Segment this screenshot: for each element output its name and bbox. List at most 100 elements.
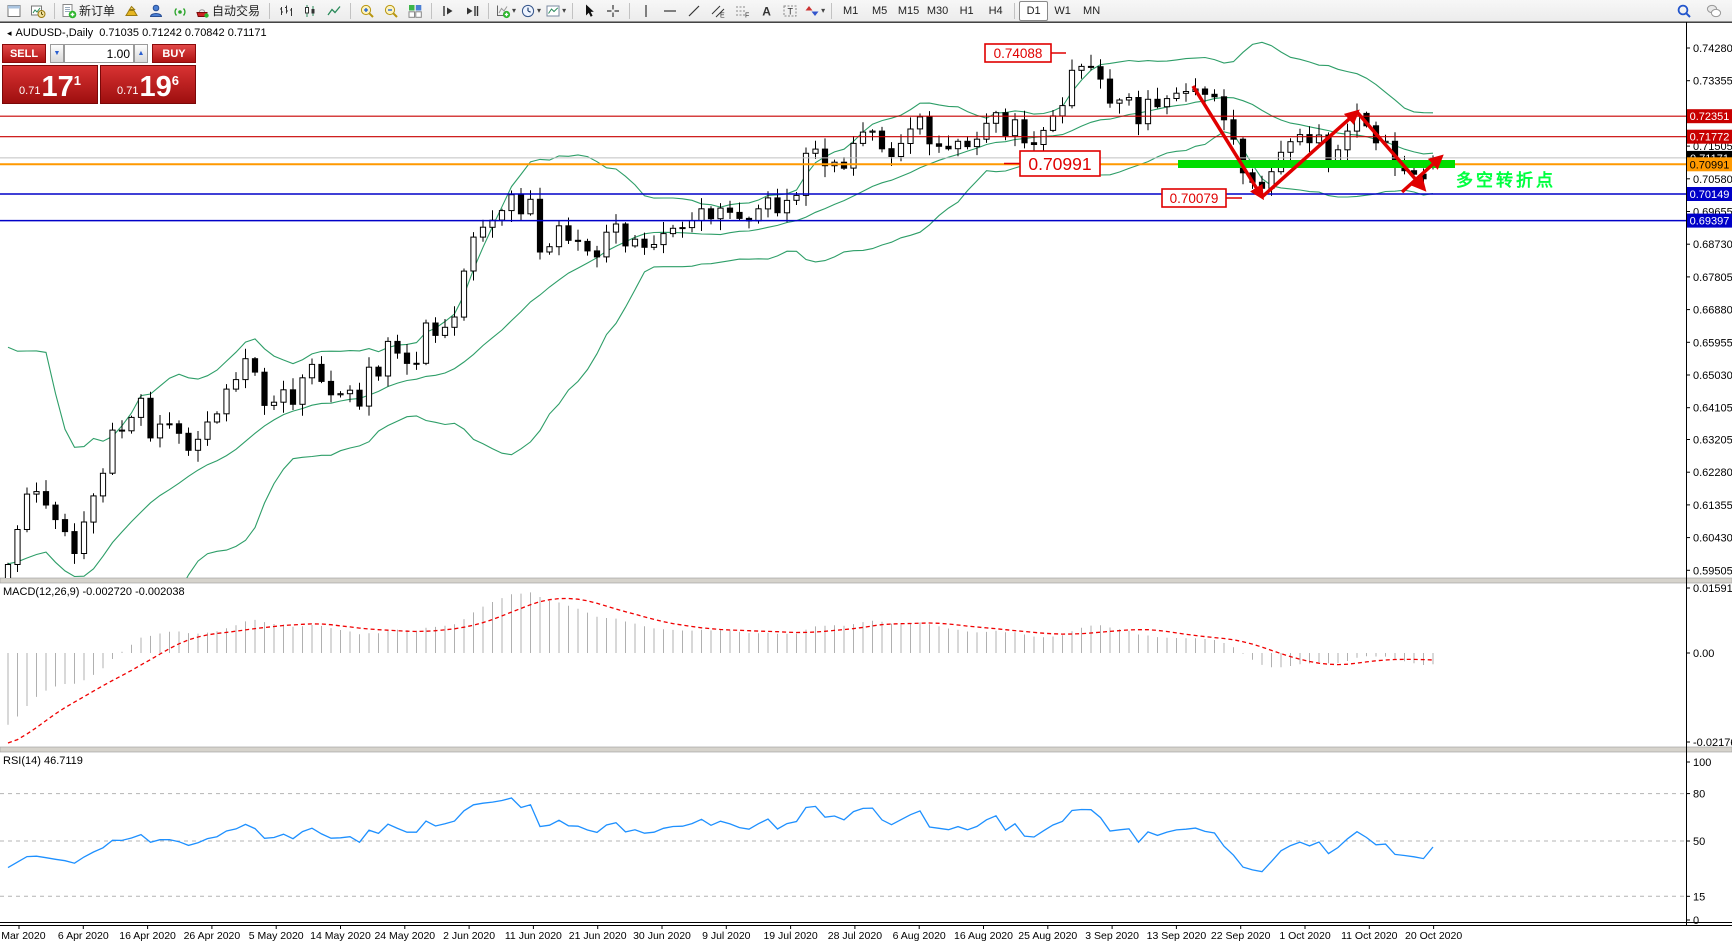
fibonacci-tool-button[interactable]: F <box>730 0 754 22</box>
buy-price-small: 0.71 <box>117 85 139 97</box>
equidistant-channel-tool-button[interactable]: E <box>706 0 730 22</box>
toolbar-separator <box>488 2 490 19</box>
new-order-button[interactable]: 新订单 <box>59 0 120 22</box>
svg-text:19 Jul 2020: 19 Jul 2020 <box>763 930 817 942</box>
trend-icon <box>688 5 700 16</box>
svg-text:0.71772: 0.71772 <box>1690 132 1730 144</box>
sell-price-sup: 1 <box>73 73 81 88</box>
chart-shift-button[interactable] <box>460 0 484 22</box>
panel-separator[interactable] <box>0 577 1732 584</box>
turning-point-note[interactable]: 多空转折点 <box>1456 170 1556 190</box>
bar-chart-mode-button[interactable] <box>274 0 298 22</box>
crosshair-icon <box>607 4 620 17</box>
tiles-icon <box>408 4 422 18</box>
vertical-line-tool-button[interactable] <box>634 0 658 22</box>
new-chart-button[interactable] <box>2 0 26 22</box>
svg-text:0.69397: 0.69397 <box>1690 216 1730 228</box>
text-tool-button[interactable]: A <box>754 0 778 22</box>
timeframe-mn-button[interactable]: MN <box>1083 4 1101 17</box>
autotrade-icon <box>196 8 209 18</box>
chevron-down-icon[interactable]: ▾ <box>537 6 542 15</box>
one-click-trading-panel: SELL ▼ ▲ BUY 0.71 17 1 0.71 19 6 <box>2 44 196 104</box>
profiles-button[interactable] <box>26 0 50 22</box>
templates-button[interactable]: ▾ <box>543 0 568 22</box>
autotrading-button[interactable]: 自动交易 <box>192 0 265 22</box>
date-axis: 7 Mar 2020 6 Apr 2020 16 Apr 2020 26 Apr 20… <box>0 925 1462 942</box>
autotrading-label: 自动交易 <box>212 4 261 18</box>
trendline-tool-button[interactable] <box>682 0 706 22</box>
price-tag[interactable]: 0.74088 <box>984 43 1066 63</box>
svg-text:0: 0 <box>1693 915 1699 927</box>
price-axis-badges: 0.723510.717720.711710.709910.701490.693… <box>1687 109 1732 228</box>
win-icon <box>7 4 21 17</box>
svg-text:0.64105: 0.64105 <box>1693 403 1732 415</box>
signals-button[interactable] <box>168 0 192 22</box>
chevron-down-icon[interactable]: ▾ <box>821 6 826 15</box>
zoomout-icon <box>384 4 398 18</box>
chevron-down-icon[interactable]: ▾ <box>562 6 567 15</box>
volume-input[interactable] <box>64 44 134 63</box>
line-chart-mode-button[interactable] <box>322 0 346 22</box>
timeframe-h1-button[interactable]: H1 <box>959 4 974 17</box>
auto-scroll-button[interactable] <box>436 0 460 22</box>
timeframe-m30-button[interactable]: M30 <box>926 4 949 17</box>
trend-zigzag-arrows[interactable] <box>1191 85 1444 201</box>
svg-text:F: F <box>745 12 749 19</box>
vline-icon <box>645 4 647 17</box>
svg-text:0.65030: 0.65030 <box>1693 370 1732 382</box>
symbol-title-text: AUDUSD-,Daily 0.71035 0.71242 0.70842 0.… <box>15 27 267 39</box>
chart-background <box>0 22 1732 945</box>
svg-text:0.65955: 0.65955 <box>1693 337 1732 349</box>
sell-price-display[interactable]: 0.71 17 1 <box>2 65 98 104</box>
svg-text:0.67805: 0.67805 <box>1693 272 1732 284</box>
arrows-tool-button[interactable]: ▾ <box>802 0 827 22</box>
volume-decrease-button[interactable]: ▼ <box>50 44 64 63</box>
periods-button[interactable]: ▾ <box>518 0 543 22</box>
timeframe-w1-button[interactable]: W1 <box>1054 4 1071 17</box>
svg-text:0.70079: 0.70079 <box>1170 191 1219 206</box>
timeframe-m1-button[interactable]: M1 <box>842 4 859 17</box>
text-label-tool-button[interactable]: T <box>778 0 802 22</box>
community-button[interactable] <box>144 0 168 22</box>
crosshair-button[interactable] <box>601 0 625 22</box>
chevron-down-icon[interactable]: ▾ <box>512 6 517 15</box>
chat-icon <box>1706 4 1722 17</box>
search-icon <box>1677 4 1691 18</box>
svg-text:0.73355: 0.73355 <box>1693 76 1732 88</box>
volume-increase-button[interactable]: ▲ <box>134 44 148 63</box>
collapse-panel-icon[interactable]: ◂ <box>7 28 12 38</box>
price-tag[interactable]: 0.70991 <box>1004 150 1101 177</box>
svg-text:0.70991: 0.70991 <box>1690 159 1730 171</box>
sell-button[interactable]: SELL <box>2 44 46 63</box>
timeframe-m5-button[interactable]: M5 <box>871 4 888 17</box>
horizontal-line-tool-button[interactable] <box>658 0 682 22</box>
tile-windows-button[interactable] <box>403 0 427 22</box>
main-toolbar: 新订单 自动交易 ▾ ▾ ▾ E F A T ▾ M1 M5 M15 M30 H1 H4 D1 W1 MN <box>0 0 1732 22</box>
zoom-out-button[interactable] <box>379 0 403 22</box>
timeframe-h4-button[interactable]: H4 <box>988 4 1003 17</box>
svg-text:0.59505: 0.59505 <box>1693 565 1732 577</box>
textT-icon: T <box>783 5 797 16</box>
support-zone-band[interactable] <box>1178 160 1455 168</box>
buy-button[interactable]: BUY <box>152 44 196 63</box>
timeframe-d1-button[interactable]: D1 <box>1019 0 1049 21</box>
buy-price-display[interactable]: 0.71 19 6 <box>100 65 196 104</box>
zoom-in-button[interactable] <box>355 0 379 22</box>
panel-separator[interactable] <box>0 746 1732 753</box>
search-button[interactable] <box>1672 0 1696 22</box>
cursor-button[interactable] <box>577 0 601 22</box>
macd-histogram <box>7 592 1434 725</box>
timeframe-m15-button[interactable]: M15 <box>897 4 920 17</box>
price-tag[interactable]: 0.70079 <box>1161 188 1242 208</box>
svg-text:6 Aug 2020: 6 Aug 2020 <box>893 930 946 942</box>
candle-mode-button[interactable] <box>298 0 322 22</box>
linechart-icon <box>327 5 341 15</box>
toolbar-separator <box>431 2 433 19</box>
svg-text:0.70991: 0.70991 <box>1028 154 1091 174</box>
market-button[interactable] <box>120 0 144 22</box>
indicators-button[interactable]: ▾ <box>493 0 518 22</box>
chat-button[interactable] <box>1702 0 1726 22</box>
buy-price-big: 19 <box>139 71 172 103</box>
horizontal-lines[interactable] <box>0 115 1686 222</box>
